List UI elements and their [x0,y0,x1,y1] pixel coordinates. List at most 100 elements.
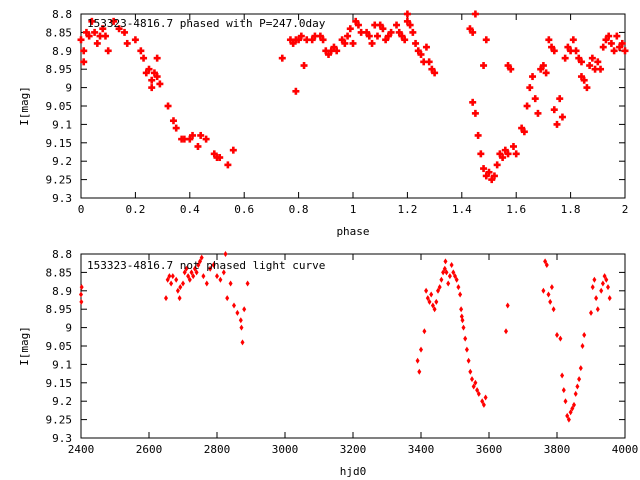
data-point [414,47,422,55]
data-point [409,28,417,36]
data-point [588,54,596,62]
data-point [597,65,605,73]
data-point [459,306,464,313]
data-point [577,376,582,383]
data-point [605,32,613,40]
data-point [338,36,346,44]
data-point [300,62,308,70]
data-point [550,47,558,55]
data-point [610,47,618,55]
data-point [417,50,425,58]
data-point [422,43,430,51]
bottom-x-axis-label: hjd0 [340,465,367,478]
top-y-axis-label: I[mag] [18,86,31,126]
data-point [460,317,465,324]
y-tick-label: 8.9 [52,285,72,298]
data-point [604,276,609,283]
x-tick-label: 1 [350,203,357,216]
x-tick-label: 1.8 [561,203,581,216]
x-tick-label: 3000 [272,443,299,456]
data-point [463,335,468,342]
data-point [184,265,189,272]
data-point [85,32,93,40]
x-tick-label: 4000 [612,443,639,456]
data-point [563,398,568,405]
data-point [238,317,243,324]
data-point [580,343,585,349]
x-tick-label: 1.4 [452,203,472,216]
x-tick-label: 3400 [408,443,435,456]
data-point [363,28,371,36]
data-point [568,409,573,416]
data-point [570,405,575,412]
data-point [398,32,406,40]
data-point [600,280,605,287]
data-point [447,273,452,280]
data-point [395,28,403,36]
data-point [458,291,463,298]
y-tick-label: 8.85 [46,266,73,279]
data-point [401,36,409,44]
data-point [451,269,456,276]
data-point [412,39,420,47]
x-tick-label: 0.6 [234,203,254,216]
bottom-y-axis-label: I[mag] [18,326,31,366]
data-point [198,258,202,265]
data-point [319,36,327,44]
data-point [565,412,570,419]
data-point [170,273,175,280]
data-point [542,69,550,77]
data-point [387,28,395,36]
data-point [481,401,486,408]
unphased-light-curve-panel: 2400 2600 2800 3000 3200 3400 3600 3800 4000 8.8 8… [18,248,638,478]
data-point [607,39,615,47]
data-point [175,287,180,294]
data-point [123,39,131,47]
data-point [232,302,236,309]
data-point [79,291,83,298]
data-point [88,17,96,25]
top-plot-title: 153323-4816.7 phased with P=247.0day [87,17,326,30]
data-point [295,36,303,44]
data-point [436,287,440,294]
data-point [499,154,507,162]
data-point [544,262,549,269]
data-point [131,36,139,44]
y-tick-label: 9.15 [46,377,73,390]
y-tick-label: 8.8 [52,248,72,261]
data-point [419,346,423,353]
x-tick-label: 2600 [136,443,163,456]
data-point [602,273,607,280]
data-point [229,146,237,154]
data-point [586,62,594,70]
data-point [373,32,381,40]
data-point [187,276,192,283]
data-point [575,383,580,390]
data-point [561,54,569,62]
data-point [344,32,352,40]
data-point [165,276,170,283]
data-point [115,25,123,33]
data-point [429,291,434,298]
data-point [504,62,512,70]
data-point [77,36,85,44]
data-point [578,365,583,372]
y-tick-label: 8.85 [46,26,73,39]
x-tick-label: 2800 [204,443,231,456]
data-point [172,124,180,132]
data-point [446,280,451,287]
data-point [174,276,179,283]
data-point [240,339,245,346]
data-point [80,58,88,66]
data-point [110,17,118,25]
data-point [434,298,439,305]
top-x-axis-label: phase [336,225,369,238]
y-tick-label: 9.1 [52,118,72,131]
data-point [403,17,411,25]
data-point [79,298,84,305]
x-tick-label: 2400 [68,443,95,456]
y-tick-label: 9.05 [46,340,73,353]
data-point [534,109,542,117]
data-point [164,102,172,110]
data-point [505,302,510,309]
